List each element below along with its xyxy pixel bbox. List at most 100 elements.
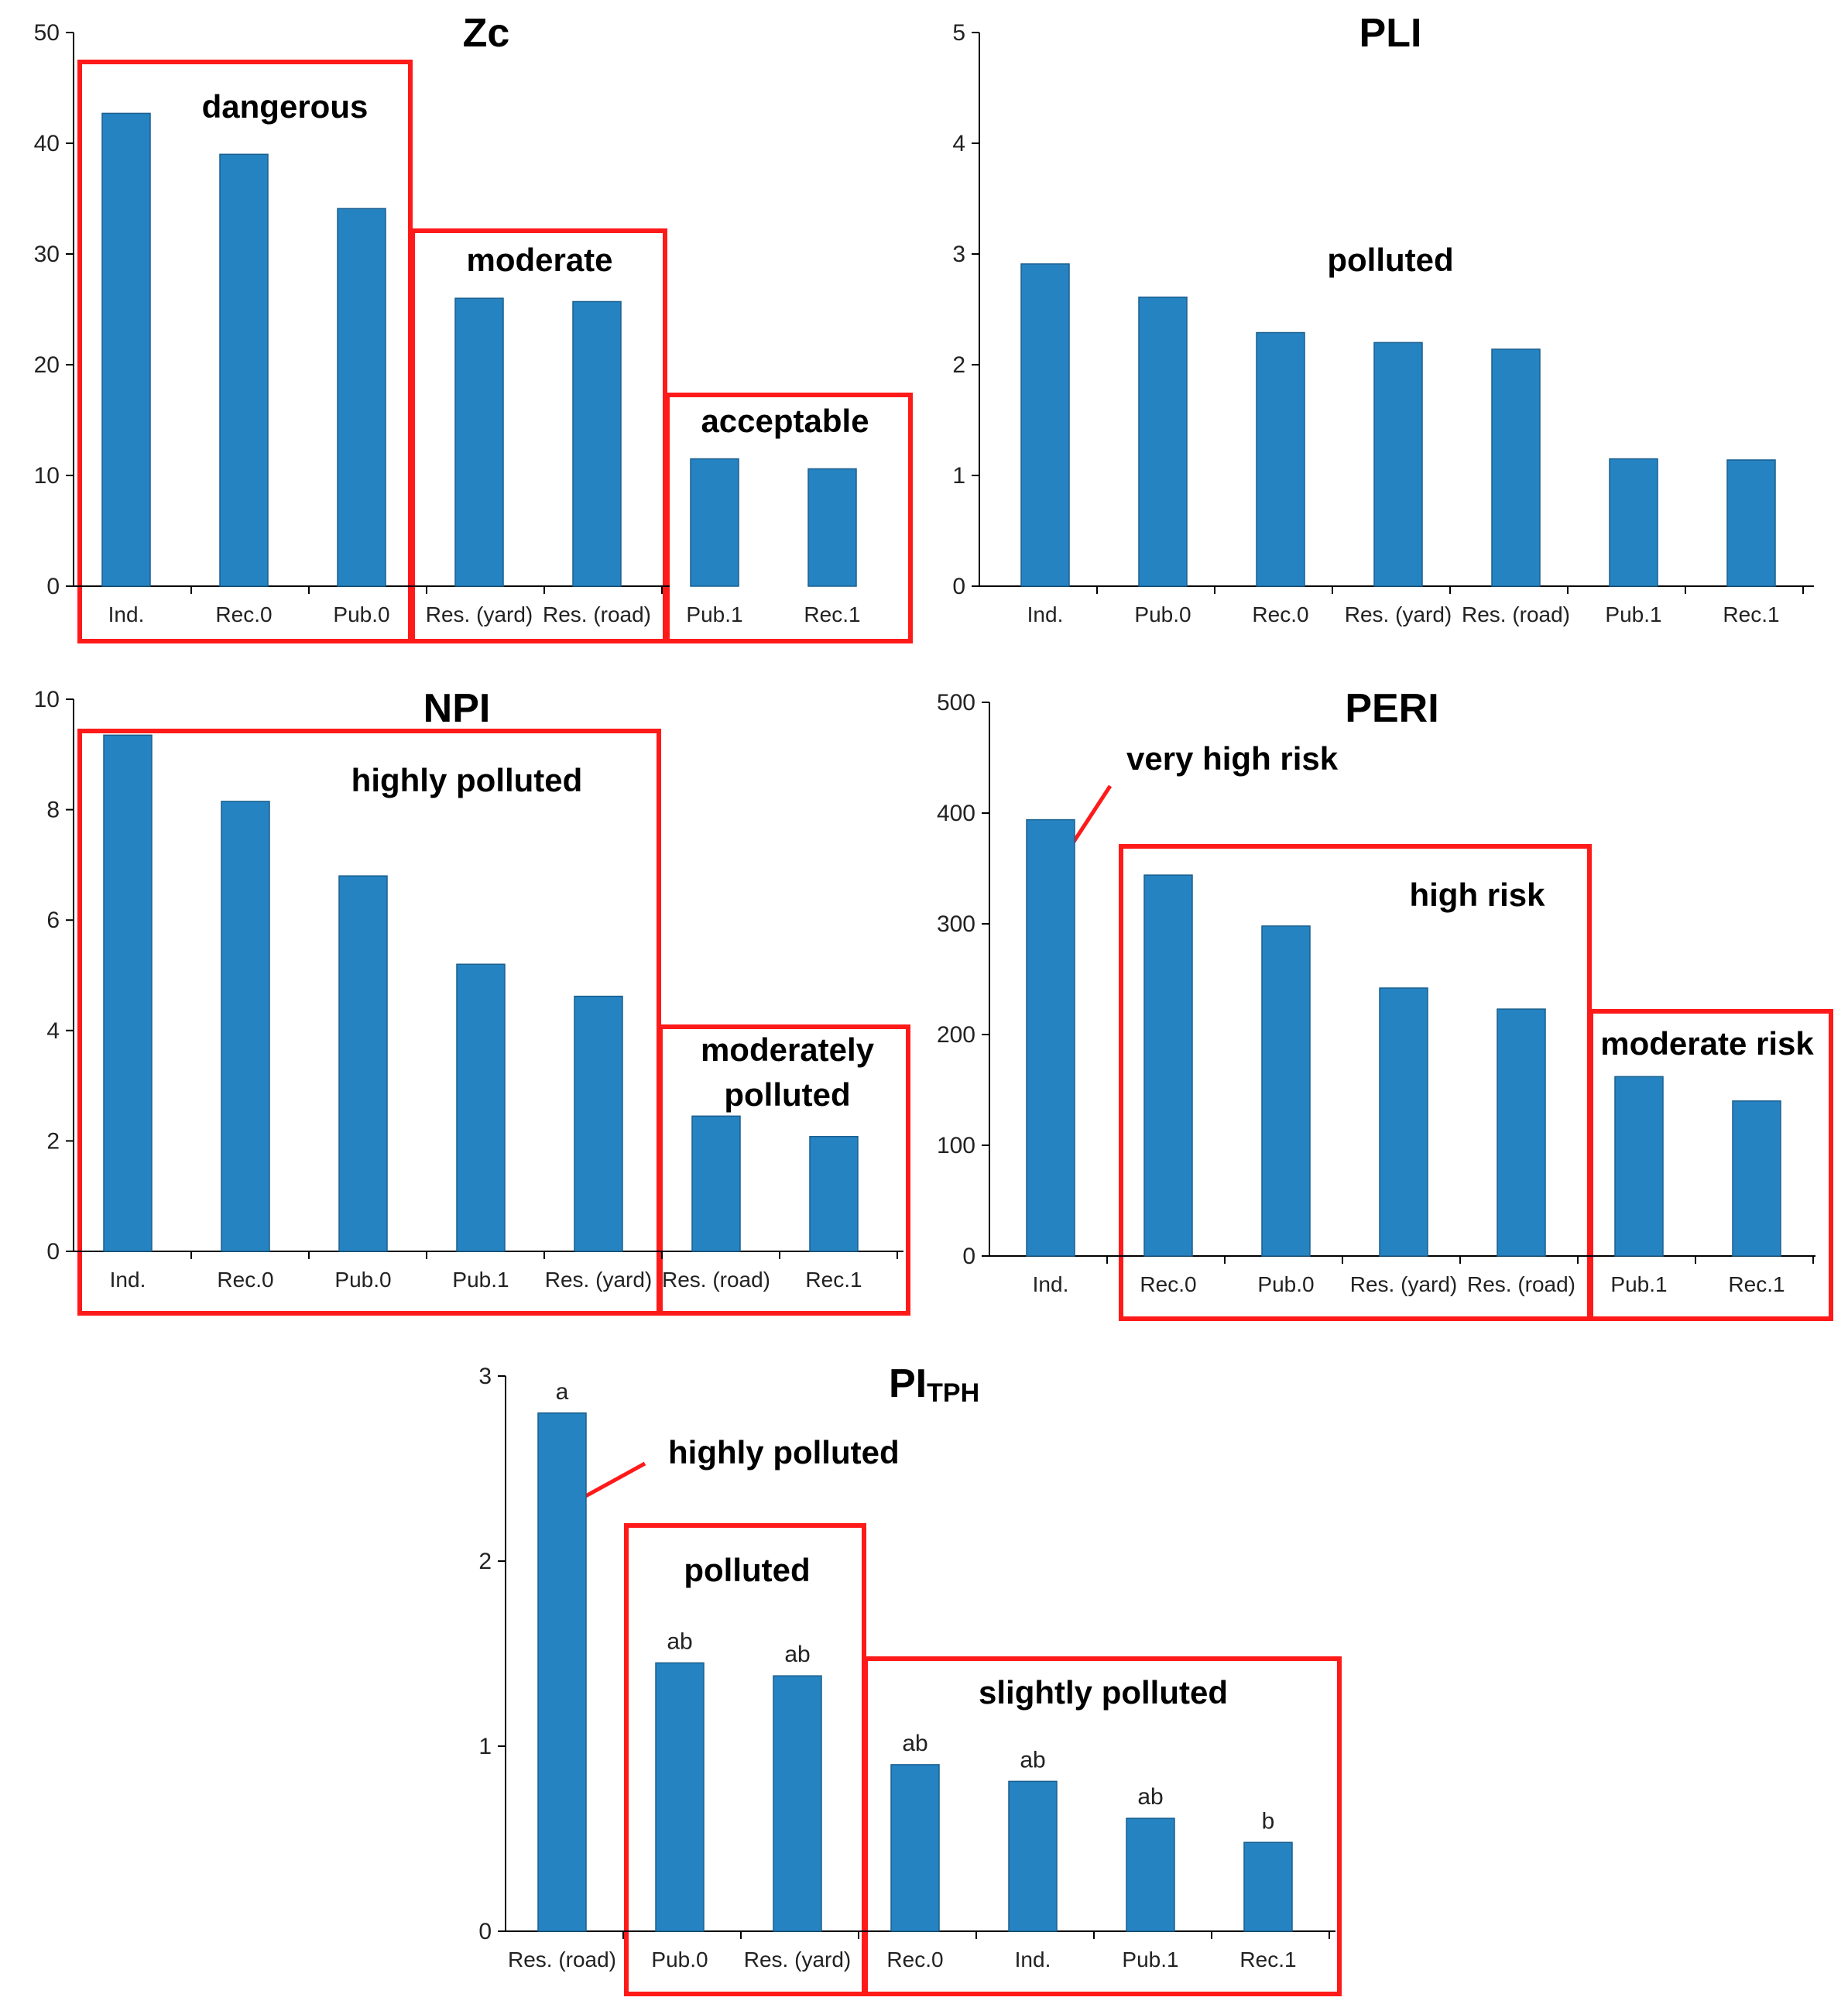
axes-npi: 0 2 4 6 8 10 Ind. Rec.0 Pub.0 Pub.1 Res. (yard) Res… [34, 687, 903, 1292]
bar-zc [807, 468, 857, 587]
zone-box-moderately-polluted [658, 1024, 910, 1316]
y-tick-label: 40 [34, 131, 60, 156]
chart-pitph: PITPH 0 1 2 3 Res. (road) Pub.0 Res. (yard) Rec… [478, 1361, 1342, 1996]
x-tick-label: Res. (road) [1462, 602, 1570, 626]
x-tick-label: Rec.0 [1252, 602, 1308, 626]
x-tick-label: Ind. [1033, 1272, 1069, 1296]
significance-label: ab [902, 1731, 927, 1756]
bar-npi [809, 1135, 859, 1252]
x-tick-label: Rec.0 [1140, 1272, 1196, 1296]
x-tick-label: Pub.1 [1122, 1948, 1178, 1972]
significance-label: ab [784, 1642, 810, 1667]
y-tick-label: 4 [46, 1018, 60, 1044]
zone-label-dangerous: dangerous [202, 88, 369, 125]
y-tick-label: 2 [478, 1549, 492, 1574]
significance-label: ab [1020, 1747, 1045, 1772]
bar-peri [1732, 1100, 1781, 1257]
bar-pli [1491, 348, 1541, 587]
x-tick-label: Res. (road) [1467, 1272, 1575, 1296]
x-tick-label: Res. (road) [543, 602, 651, 626]
x-tick-label: Res. (yard) [1345, 602, 1452, 626]
significance-label: ab [1137, 1784, 1163, 1810]
y-tick-label: 30 [34, 242, 60, 267]
bar-zc [337, 208, 386, 587]
chart-title-peri: PERI [1345, 686, 1438, 731]
zone-label-polluted: polluted [684, 1552, 810, 1588]
x-tick-label: Res. (road) [662, 1268, 770, 1292]
axes-pli: 0 1 2 3 4 5 Ind. Pub.0 Rec.0 Res. (yard) Res. (roa… [952, 20, 1814, 626]
zone-label-acceptable: acceptable [701, 403, 869, 439]
bar-peri [1261, 925, 1311, 1257]
y-tick-label: 0 [46, 574, 60, 599]
x-tick-label: Pub.0 [1134, 602, 1191, 626]
chart-title-zc: Zc [463, 11, 510, 56]
y-tick-label: 6 [46, 908, 60, 933]
bar-npi [338, 875, 388, 1252]
bar-npi [691, 1115, 741, 1252]
zone-label-moderately-line1: moderately [701, 1031, 875, 1068]
bar-zc [101, 112, 151, 587]
bar-pli [1256, 331, 1305, 587]
bar-pitph [890, 1764, 940, 1932]
chart-title-pli: PLI [1359, 11, 1422, 56]
bar-pitph [1243, 1841, 1293, 1932]
x-tick-label: Pub.0 [333, 602, 389, 626]
bar-zc [690, 458, 739, 587]
y-tick-label: 3 [952, 242, 965, 267]
zone-box-moderate [410, 228, 667, 643]
bar-pitph [537, 1412, 587, 1932]
bars-npi [103, 734, 859, 1252]
x-tick-label: Pub.1 [452, 1268, 509, 1292]
bar-pitph [773, 1675, 822, 1932]
bar-pli [1609, 458, 1658, 587]
y-tick-label: 10 [34, 687, 60, 712]
x-tick-label: Pub.0 [1257, 1272, 1314, 1296]
x-tick-label: Pub.1 [1605, 602, 1661, 626]
y-tick-label: 10 [34, 463, 60, 489]
x-tick-label: Pub.1 [686, 602, 742, 626]
chart-pli: PLI 0 1 2 3 4 5 Ind. Pub.0 Rec.0 Res. (yard) Res. … [952, 11, 1814, 626]
bar-npi [103, 734, 153, 1252]
bar-peri [1379, 987, 1428, 1257]
x-tick-label: Rec.0 [217, 1268, 273, 1292]
bar-zc [572, 300, 622, 587]
x-tick-label: Ind. [1027, 602, 1064, 626]
bars-peri [1026, 818, 1781, 1257]
annotation-very-high-risk: very high risk [1126, 740, 1339, 777]
y-tick-label: 2 [952, 352, 965, 378]
significance-label: a [556, 1379, 569, 1405]
zone-box-slightly-polluted [863, 1656, 1342, 1996]
y-tick-label: 300 [937, 911, 975, 937]
bar-pli [1726, 459, 1776, 587]
x-tick-label: Ind. [108, 602, 145, 626]
y-tick-label: 20 [34, 352, 60, 378]
y-tick-label: 200 [937, 1022, 975, 1048]
x-tick-label: Rec.1 [1728, 1272, 1785, 1296]
bar-npi [456, 963, 506, 1252]
chart-title-npi: NPI [423, 686, 491, 731]
chart-npi: NPI 0 2 4 6 8 10 Ind. Rec.0 Pub.0 Pub.1 Res. (yard… [34, 686, 910, 1316]
axes-pitph: 0 1 2 3 Res. (road) Pub.0 Res. (yard) Rec.0 Ind.… [478, 1364, 1335, 1972]
y-tick-label: 400 [937, 801, 975, 826]
bar-peri [1497, 1008, 1546, 1257]
x-tick-label: Rec.1 [1723, 602, 1779, 626]
zone-label-moderate-risk: moderate risk [1600, 1025, 1814, 1062]
bars-zc [101, 112, 857, 587]
bars-pitph: a ab ab ab ab ab b [537, 1379, 1293, 1932]
y-tick-label: 100 [937, 1133, 975, 1158]
y-tick-label: 4 [952, 131, 965, 156]
annotation-polluted: polluted [1327, 242, 1453, 278]
bar-npi [221, 801, 270, 1252]
x-tick-label: Ind. [1015, 1948, 1051, 1972]
y-tick-label: 3 [478, 1364, 492, 1389]
y-tick-label: 1 [952, 463, 965, 489]
y-tick-label: 1 [478, 1734, 492, 1759]
zone-box-moderate-risk [1589, 1009, 1833, 1321]
y-tick-label: 0 [478, 1919, 492, 1944]
bar-peri [1143, 874, 1193, 1257]
x-tick-label: Res. (yard) [744, 1948, 851, 1972]
zone-label-moderately-line2: polluted [724, 1076, 850, 1113]
chart-zc: Zc 0 10 20 30 40 50 Ind. Rec.0 Pub.0 Res. (yard) R… [34, 11, 913, 643]
y-tick-label: 0 [952, 574, 965, 599]
